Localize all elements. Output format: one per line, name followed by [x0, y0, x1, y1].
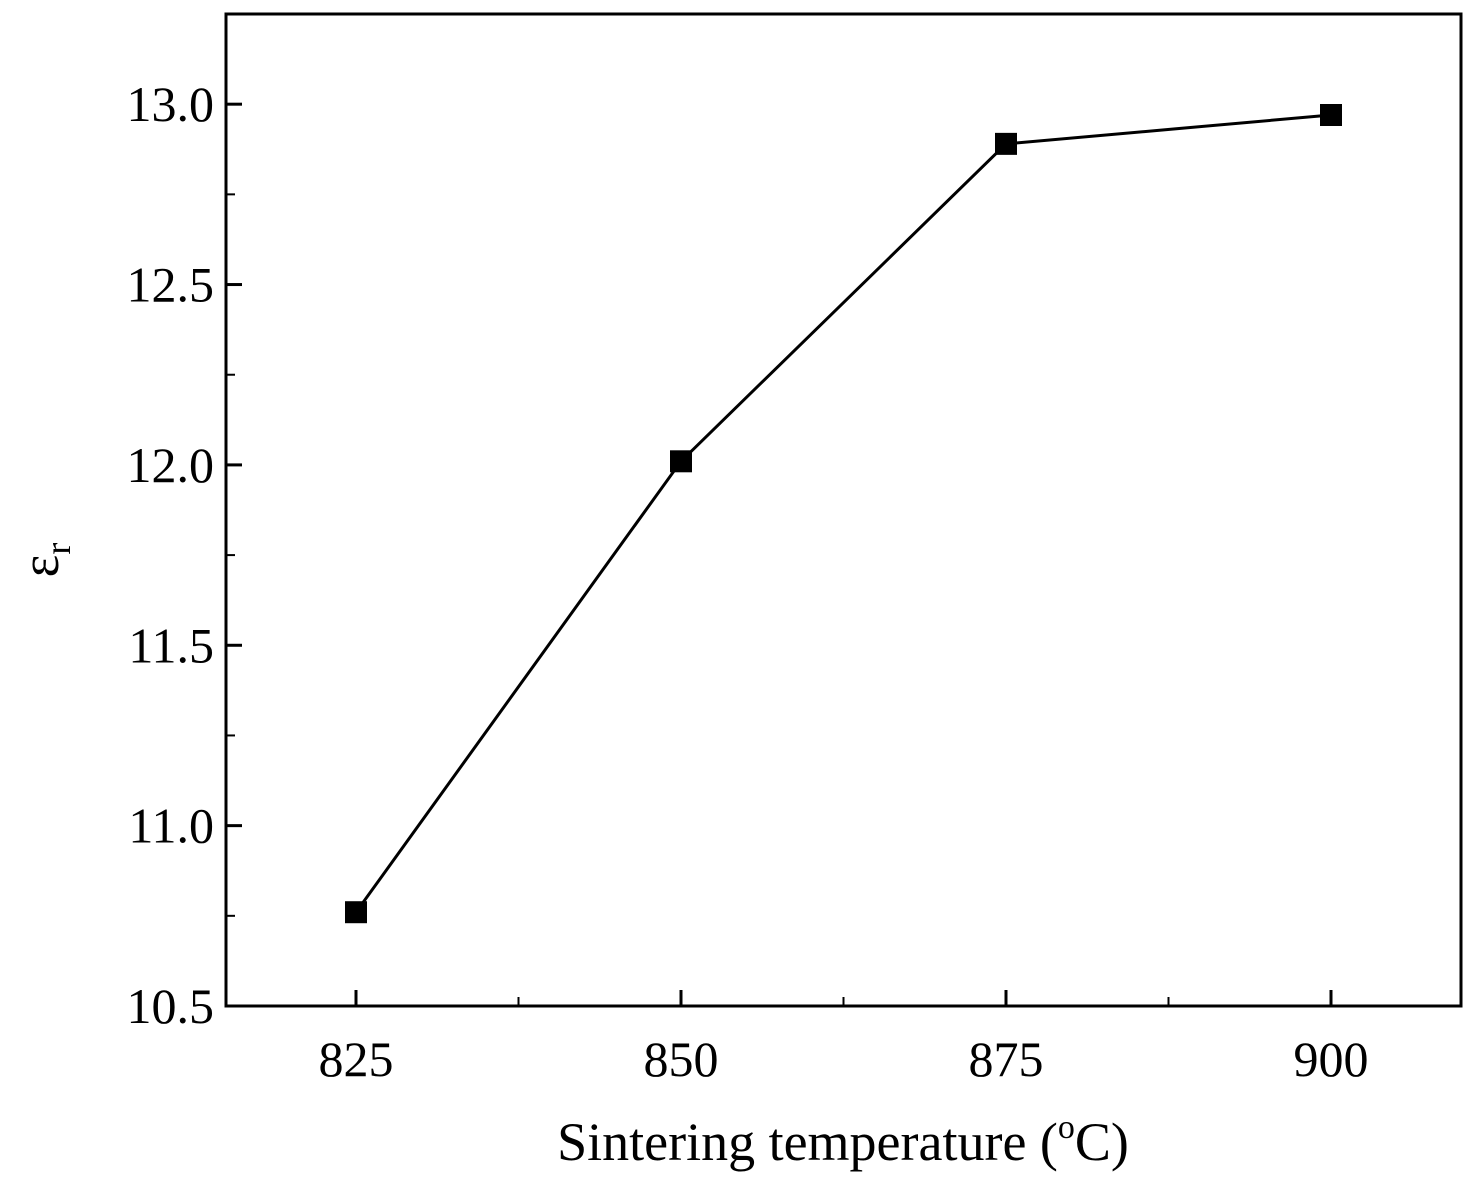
y-tick-label: 12.5: [127, 257, 215, 313]
y-tick-label: 11.5: [128, 617, 214, 673]
y-tick-label: 10.5: [127, 978, 215, 1034]
x-tick-label: 825: [319, 1031, 394, 1087]
y-tick-label: 13.0: [127, 76, 215, 132]
x-axis-title: Sintering temperature (oC): [557, 1109, 1129, 1172]
data-point-marker: [345, 901, 367, 924]
y-tick-label: 12.0: [127, 437, 215, 493]
series-line: [354, 113, 1332, 914]
plot-frame: [224, 12, 1463, 1008]
data-point-marker: [1320, 104, 1342, 127]
data-point-marker: [670, 450, 692, 473]
y-tick-label: 11.0: [128, 798, 214, 854]
data-point-marker: [995, 132, 1017, 155]
x-tick-label: 875: [969, 1031, 1044, 1087]
y-axis-title: εr: [10, 543, 78, 578]
x-tick-label: 900: [1294, 1031, 1369, 1087]
x-tick-label: 850: [644, 1031, 719, 1087]
